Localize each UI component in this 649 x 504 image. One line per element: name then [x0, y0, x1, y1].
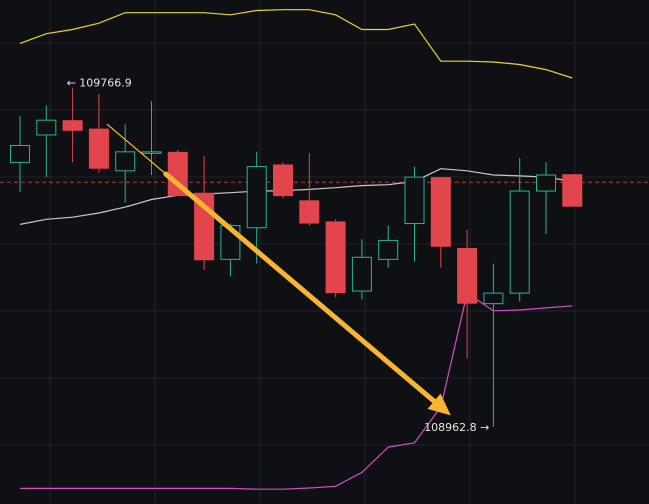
candle-body [536, 174, 556, 192]
candle-body [246, 166, 267, 229]
candle [483, 263, 504, 427]
candle-body [88, 128, 109, 169]
candle [457, 229, 478, 359]
candle [62, 87, 83, 163]
candle [299, 153, 320, 226]
candles [10, 87, 583, 427]
arrow-shaft [163, 171, 437, 404]
upper-band-line [19, 9, 573, 79]
candle-body [325, 221, 346, 294]
candle-body [167, 151, 188, 197]
candle-body [299, 200, 320, 224]
candle [88, 94, 109, 173]
arrow-head [427, 393, 451, 416]
lower-band-line [20, 292, 573, 490]
candle [141, 101, 162, 176]
middle-band-line [19, 168, 573, 225]
candle [430, 177, 451, 268]
candle-body [351, 256, 372, 292]
candle-body [115, 151, 136, 172]
candle-body [378, 239, 399, 260]
candle-body [483, 292, 504, 305]
candle [562, 174, 583, 207]
candle [167, 149, 188, 197]
candle [10, 115, 30, 192]
candle-body [36, 119, 57, 136]
candle [36, 105, 57, 178]
candle [536, 162, 556, 235]
candle [273, 162, 293, 199]
candle-body [562, 174, 583, 207]
trend-arrow [106, 123, 451, 416]
high-price-label: ← 109766.9 [67, 77, 132, 90]
candle [351, 239, 372, 300]
candle [404, 166, 425, 262]
candle [246, 151, 267, 264]
candle-body [62, 120, 83, 131]
candle-body [457, 247, 478, 304]
candle-body [509, 190, 530, 294]
candle [378, 225, 399, 268]
candle-body [141, 151, 162, 154]
candle-body [10, 145, 30, 163]
annotations: ← 109766.9 108962.8 → [67, 77, 490, 434]
candle-body [404, 176, 425, 225]
candle [509, 158, 530, 302]
candle [115, 124, 136, 203]
candle [325, 219, 346, 298]
low-price-label: 108962.8 → [424, 421, 489, 434]
candle-body [273, 164, 293, 197]
candle-body [430, 177, 451, 247]
bollinger-bands [19, 9, 573, 490]
